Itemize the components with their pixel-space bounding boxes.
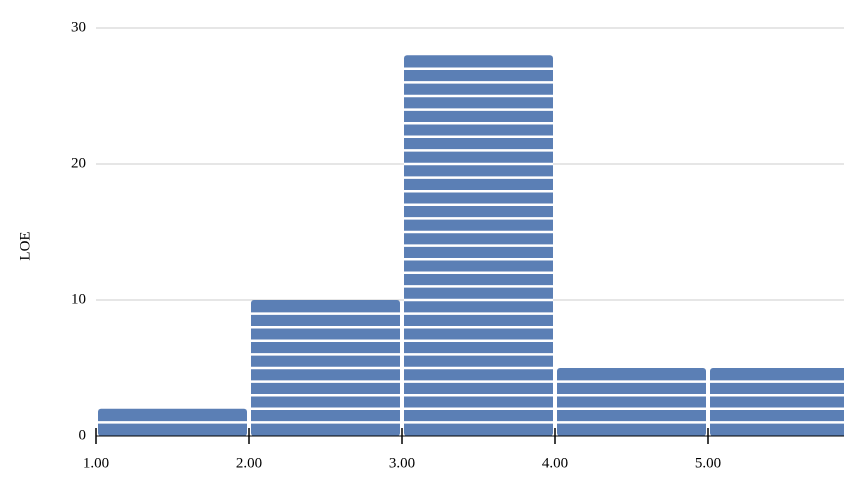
x-tick-label: 5.00 — [695, 455, 721, 471]
bar — [710, 368, 844, 436]
bar-group — [404, 55, 553, 436]
y-axis-label: LOE — [17, 231, 33, 260]
bar-group — [710, 368, 844, 436]
x-tick-label: 3.00 — [389, 455, 415, 471]
y-tick-label: 30 — [71, 19, 86, 35]
bar-group — [251, 300, 400, 436]
x-tick-label: 1.00 — [83, 455, 109, 471]
y-tick-label: 20 — [71, 155, 86, 171]
x-tick-label: 4.00 — [542, 455, 568, 471]
bar-group — [557, 368, 706, 436]
x-tick-label: 2.00 — [236, 455, 262, 471]
y-tick-label: 10 — [71, 291, 86, 307]
y-tick-label: 0 — [79, 427, 87, 443]
bar — [557, 368, 706, 436]
bar-group — [98, 408, 247, 436]
